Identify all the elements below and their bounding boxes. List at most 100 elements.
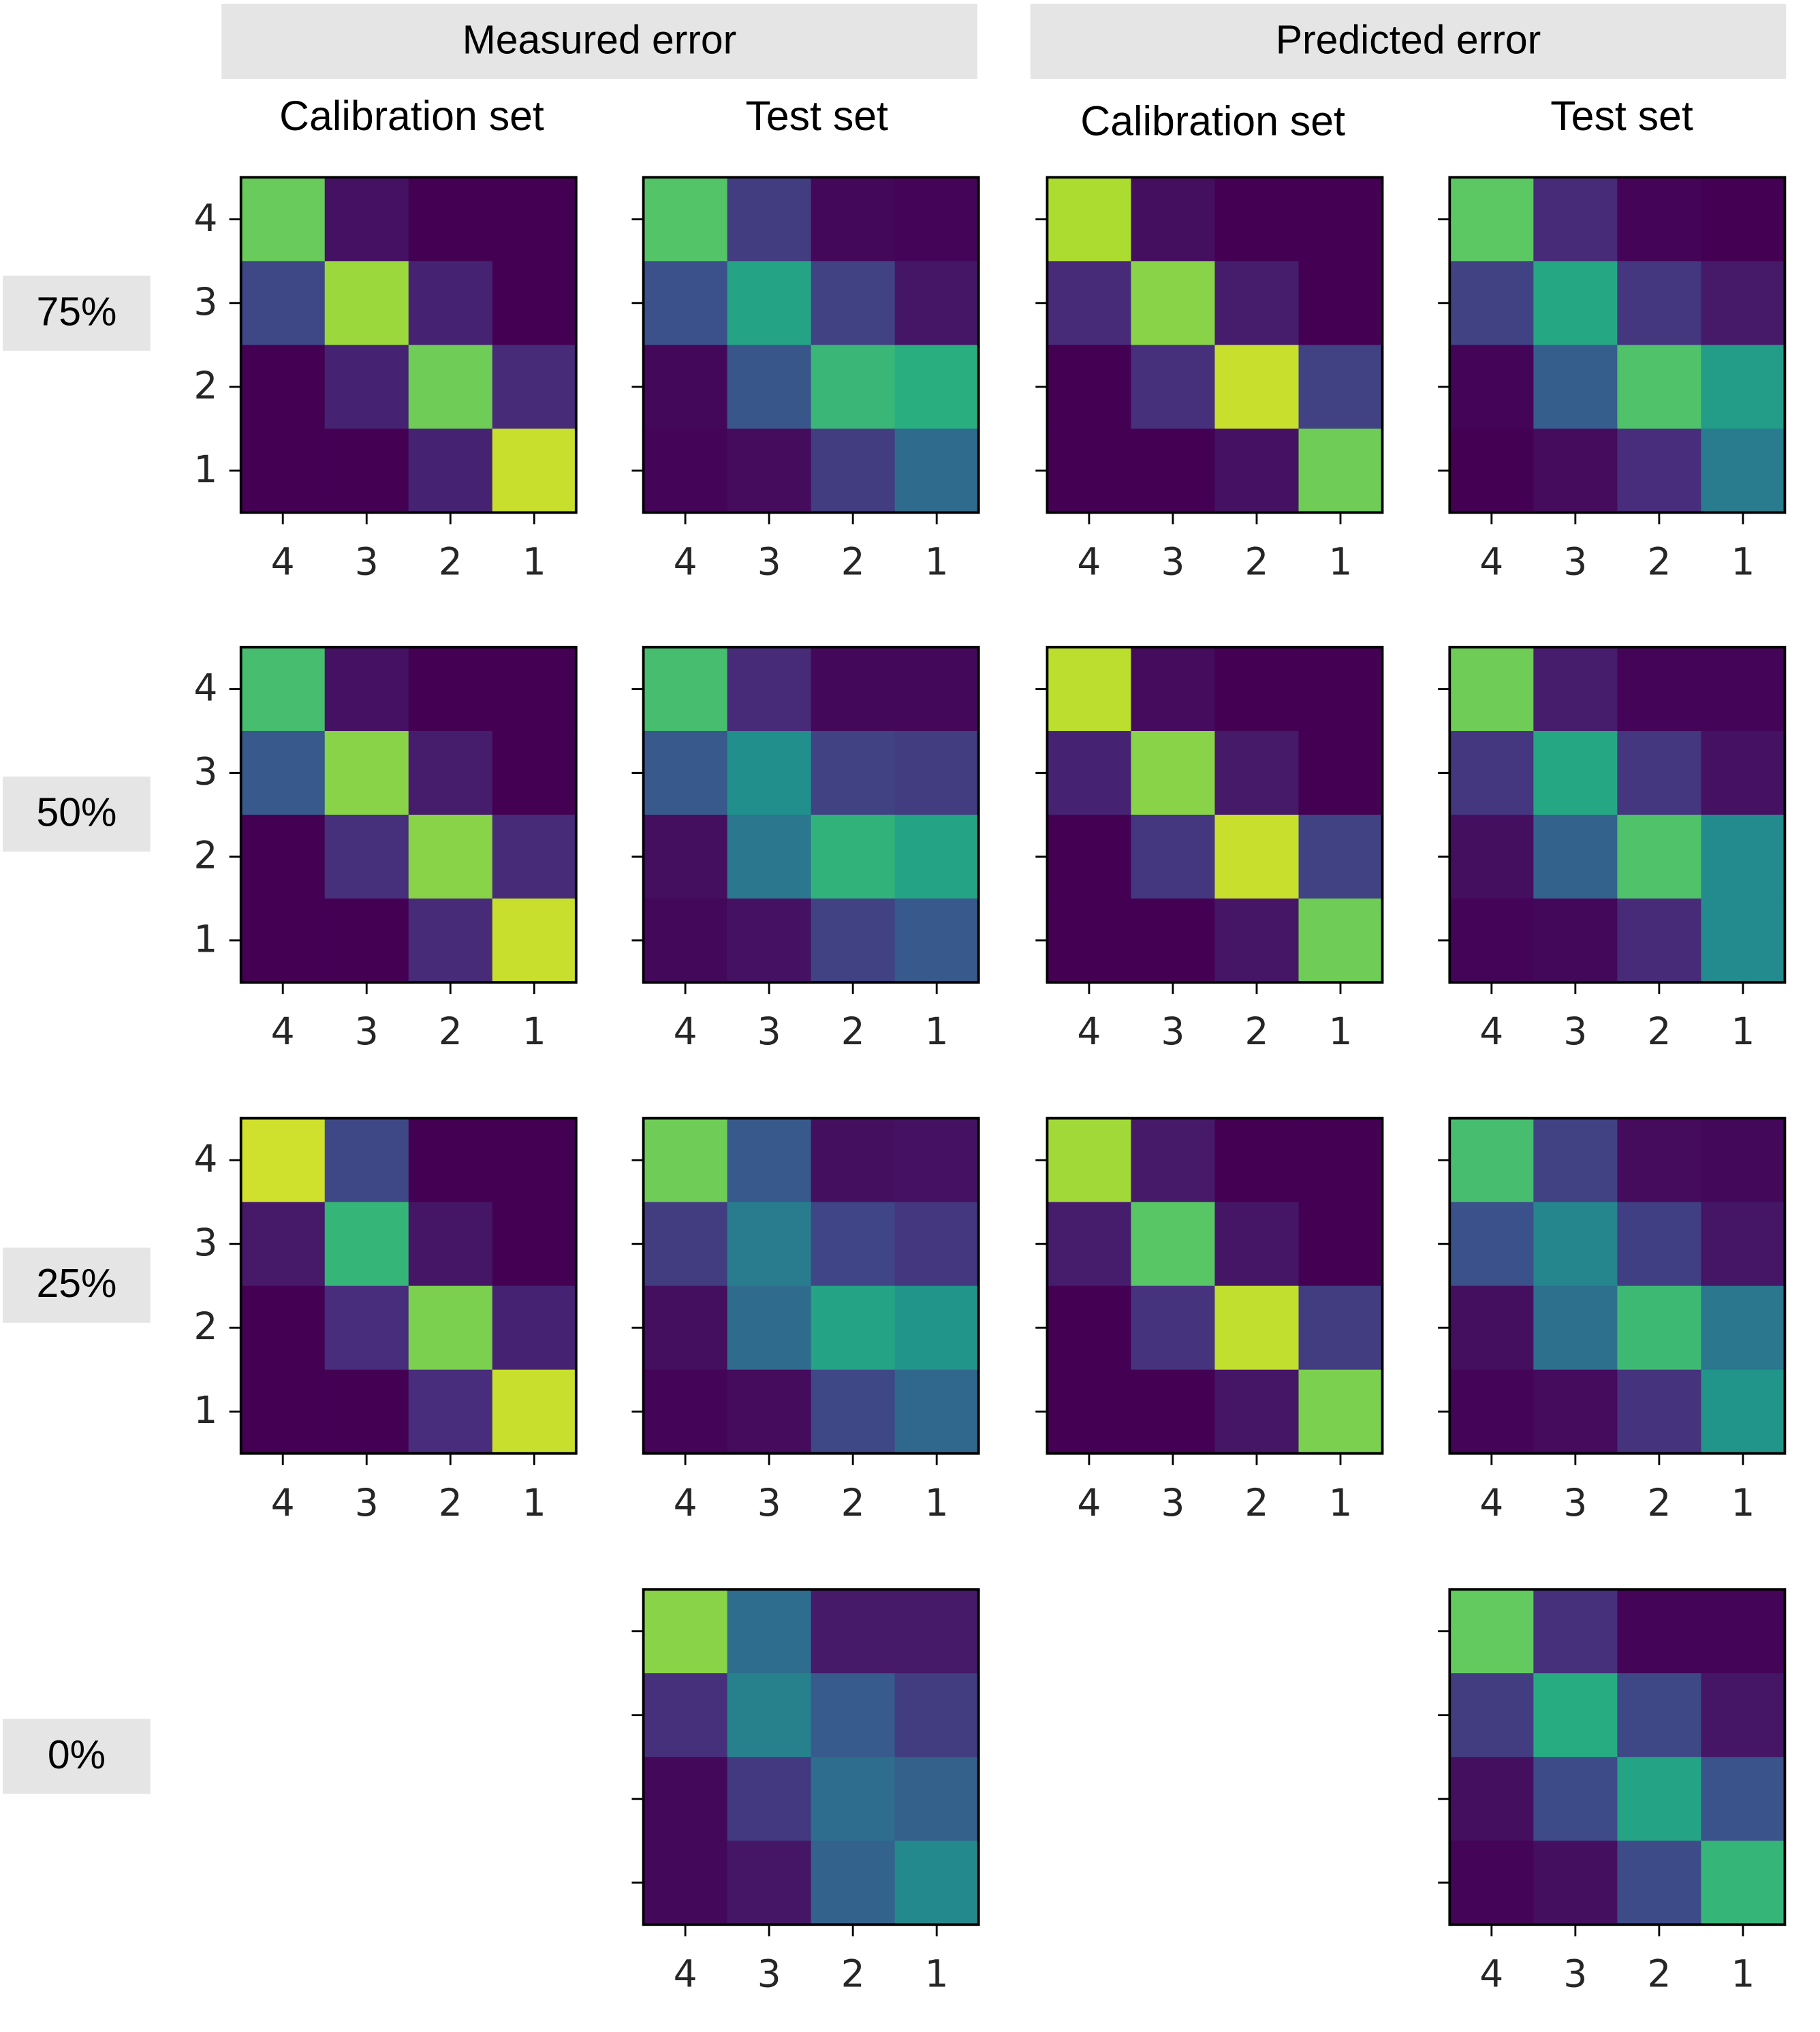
heatmap-cell [1701,1589,1786,1674]
heatmap-cell [894,428,979,514]
heatmap-cell [894,261,979,346]
heatmap-cell [492,731,577,815]
heatmap-cell [727,261,812,346]
x-tick-label: 4 [1077,1010,1101,1053]
heatmap-cell [811,898,896,983]
heatmap-cell [1131,177,1216,262]
heatmap-cell [1533,1202,1618,1287]
heatmap-cell [1298,731,1383,815]
x-tick-label: 2 [1244,540,1268,584]
heatmap-cell [811,1202,896,1287]
x-tick-label: 4 [1479,540,1503,584]
heatmap-cell [1617,1118,1702,1203]
heatmap-cell [643,898,728,983]
heatmap-cell [240,1202,326,1287]
heatmap-cell [1533,177,1618,262]
x-tick-label: 2 [439,1481,462,1525]
heatmap-cell [1533,1757,1618,1842]
row-label-0: 0% [3,1719,151,1794]
heatmap-cell [894,1589,979,1674]
heatmap-cell [811,1589,896,1674]
heatmap-cell [1047,1369,1132,1454]
heatmap-frame [1448,646,1787,984]
heatmap-cell [1047,1285,1132,1371]
heatmap-cell [727,1202,812,1287]
heatmap-cell [324,1369,409,1454]
x-tick-label: 4 [1077,1481,1101,1525]
heatmap-cell [492,898,577,983]
heatmap-cell [727,1369,812,1454]
heatmap-cell [1533,898,1618,983]
heatmap-cell [811,428,896,514]
heatmap-cell [1701,1673,1786,1758]
heatmap-cell [727,1673,812,1758]
heatmap-cell [240,261,326,346]
heatmap-cell [1047,1118,1132,1203]
heatmap-frame [239,176,578,514]
x-tick-label: 2 [439,540,462,584]
heatmap-cell [1449,1589,1535,1674]
heatmap-cell [1214,177,1300,262]
heatmap-cell [1449,177,1535,262]
heatmap-frame [1448,1116,1787,1455]
heatmap-cell [324,261,409,346]
heatmap-cell [1214,731,1300,815]
heatmap-cell [1298,647,1383,732]
heatmap-cell [811,177,896,262]
heatmap-cell [1701,177,1786,262]
x-tick-label: 3 [1563,1481,1587,1525]
heatmap-cell [894,731,979,815]
heatmap-cell [492,1202,577,1287]
heatmap-cell [1449,1673,1535,1758]
x-tick-label: 3 [1563,1010,1587,1053]
x-tick-label: 1 [1328,1010,1352,1053]
heatmap-cell [324,1285,409,1371]
column-header-predicted-test: Test set [1550,93,1693,139]
heatmap-cell [643,261,728,346]
heatmap-frame [642,1116,980,1455]
row-label-75: 75% [3,275,151,351]
heatmap-cell [1701,261,1786,346]
heatmap-cell [1701,1118,1786,1203]
heatmap-measured-error-calibration-set-25: 4 3 2 1 4 3 2 1 [193,1116,578,1525]
heatmap-cell [1214,815,1300,899]
heatmap-cell [727,731,812,815]
x-tick-label: 4 [674,540,697,584]
y-tick-label: 1 [193,448,217,491]
heatmap-cell [324,428,409,514]
heatmap-cell [1298,1202,1383,1287]
heatmap-cell [1617,1589,1702,1674]
heatmap-cell [643,345,728,430]
heatmap-cell [894,1757,979,1842]
heatmap-predicted-error-test-set-50: 4 3 2 1 [1438,646,1787,1053]
row-label-50-text: 50% [36,791,116,835]
heatmap-cell [1131,815,1216,899]
heatmap-cell [408,815,493,899]
heatmap-measured-error-calibration-set-50: 4 3 2 1 4 3 2 1 [193,646,578,1053]
y-tick-label: 2 [193,364,217,407]
heatmap-cell [240,1369,326,1454]
y-tick-label: 4 [193,196,217,240]
heatmap-cell [492,1118,577,1203]
heatmap-frame [1046,646,1384,984]
heatmap-cell [492,647,577,732]
x-tick-label: 2 [1647,540,1671,584]
heatmap-cell [1617,1757,1702,1842]
x-tick-label: 1 [1731,1952,1755,1995]
heatmap-cell [1449,1118,1535,1203]
heatmap-cell [727,1118,812,1203]
heatmap-cell [1298,428,1383,514]
heatmap-cell [408,261,493,346]
heatmap-cell [811,1841,896,1926]
heatmap-cell [1131,261,1216,346]
heatmap-cell [894,1118,979,1203]
x-tick-label: 4 [271,540,295,584]
heatmap-cell [1617,898,1702,983]
x-tick-label: 4 [271,1481,295,1525]
group-header-predicted: Predicted error [1030,3,1787,79]
heatmap-cell [324,1118,409,1203]
x-tick-label: 4 [1479,1481,1503,1525]
heatmap-cell [1214,1369,1300,1454]
heatmap-cell [1701,1202,1786,1287]
heatmap-cell [1449,1369,1535,1454]
